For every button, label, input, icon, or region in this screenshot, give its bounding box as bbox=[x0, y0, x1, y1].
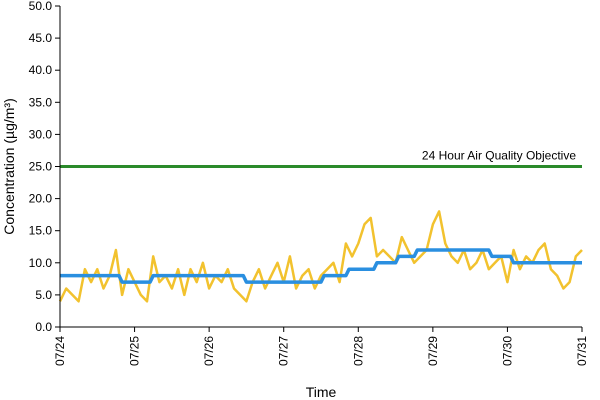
series-line-hourly bbox=[58, 210, 583, 303]
y-axis-ticks: 0.0 5.0 10.0 15.0 20.0 25.0 30.0 35.0 40.0 45.0 50… bbox=[29, 0, 60, 334]
x-tick-label: 07/25 bbox=[128, 336, 142, 366]
x-tick-label: 07/29 bbox=[426, 336, 440, 366]
y-tick-label: 45.0 bbox=[29, 31, 53, 45]
y-tick-label: 35.0 bbox=[29, 95, 53, 109]
x-tick-label: 07/30 bbox=[500, 336, 514, 366]
x-axis-ticks: 07/24 07/25 07/26 07/27 07/28 07/29 07/30 07/31 bbox=[53, 327, 589, 366]
y-tick-label: 5.0 bbox=[35, 288, 52, 302]
y-tick-label: 20.0 bbox=[29, 192, 53, 206]
y-tick-label: 40.0 bbox=[29, 63, 53, 77]
x-axis-title: Time bbox=[306, 384, 337, 400]
y-axis-title: Concentration (µg/m³) bbox=[1, 98, 17, 234]
y-tick-label: 15.0 bbox=[29, 224, 53, 238]
series-line-rolling bbox=[60, 248, 582, 284]
x-tick-label: 07/26 bbox=[202, 336, 216, 366]
x-tick-label: 07/27 bbox=[277, 336, 291, 366]
y-tick-label: 10.0 bbox=[29, 256, 53, 270]
x-tick-label: 07/28 bbox=[351, 336, 365, 366]
x-tick-label: 07/31 bbox=[575, 336, 589, 366]
y-tick-label: 25.0 bbox=[29, 160, 53, 174]
y-tick-label: 0.0 bbox=[35, 320, 52, 334]
series-group bbox=[58, 165, 583, 303]
x-tick-label: 07/24 bbox=[53, 336, 67, 366]
y-tick-label: 50.0 bbox=[29, 0, 53, 13]
objective-annotation: 24 Hour Air Quality Objective bbox=[422, 149, 576, 163]
y-tick-label: 30.0 bbox=[29, 127, 53, 141]
